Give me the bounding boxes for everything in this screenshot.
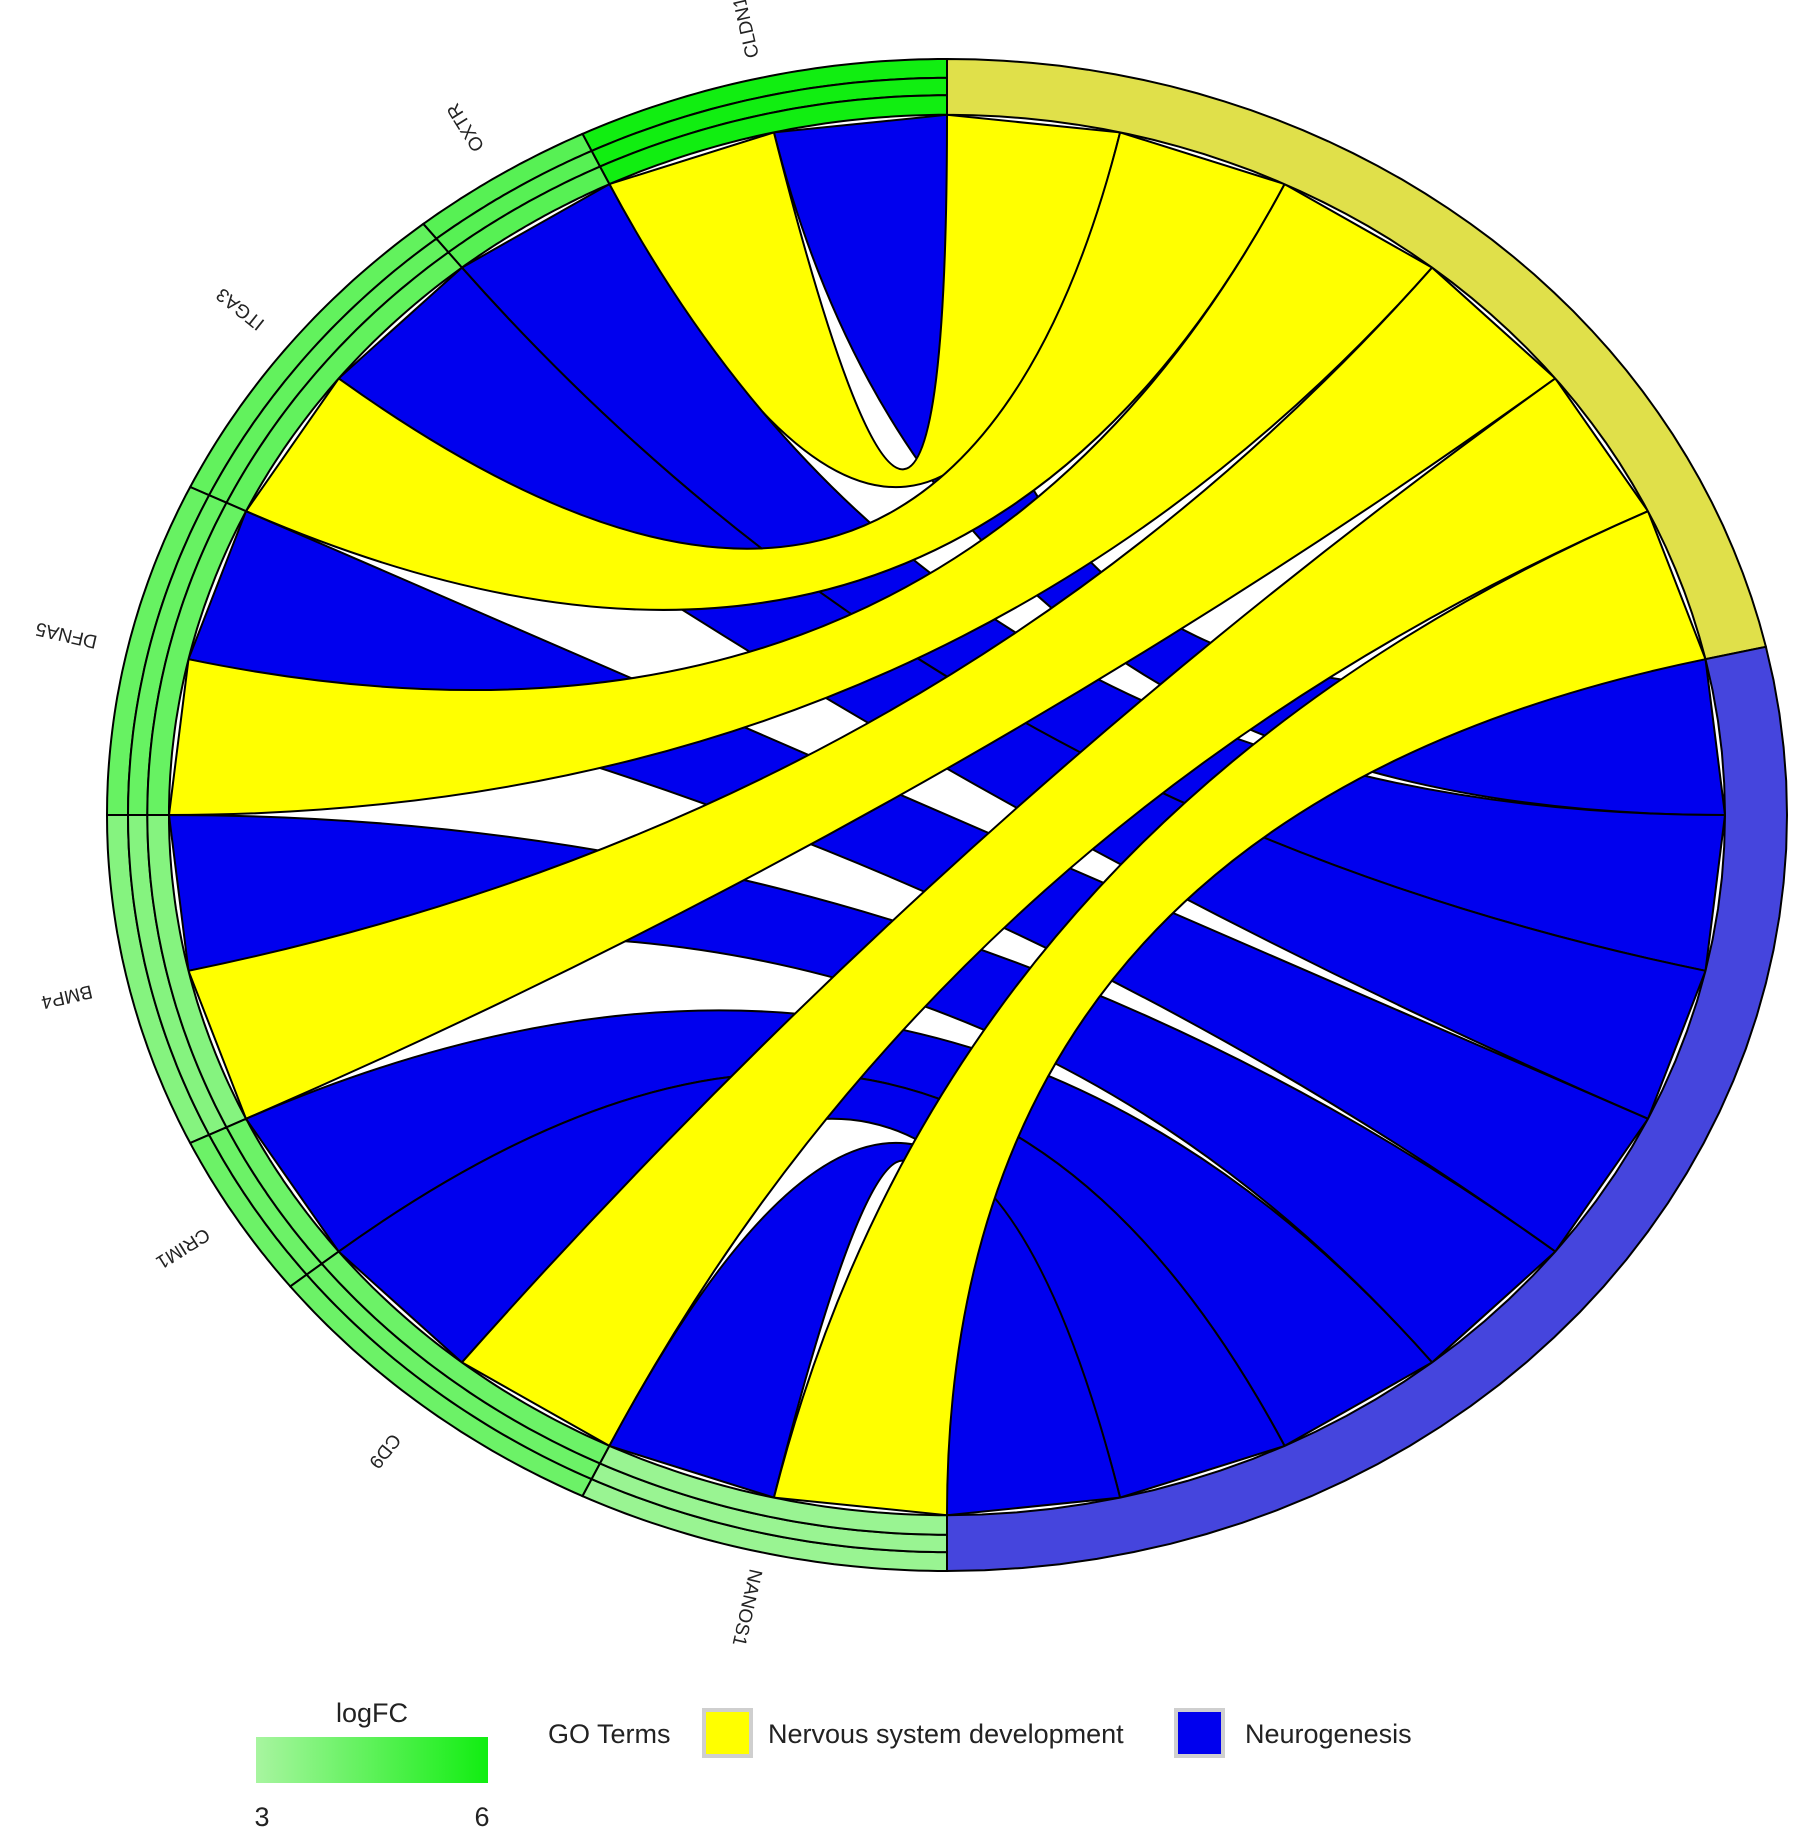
- gene-band-itga3-ring-2: [225, 250, 464, 513]
- legend-swatch-neurogenesis: [1174, 1708, 1225, 1758]
- logfc-min-label: 3: [254, 1802, 269, 1832]
- gene-label-nanos1: NANOS1: [728, 1567, 766, 1648]
- ribbon-layer: [167, 113, 1727, 1517]
- logfc-color-bar: [256, 1737, 488, 1783]
- gene-label-cldn11: CLDN11: [727, 0, 763, 60]
- gene-band-bmp4-ring-2: [146, 814, 248, 1129]
- ribbon-nanos1-nervous-system-development: [772, 509, 1707, 1517]
- gene-band-cd9-ring-2: [320, 1250, 611, 1465]
- go-terms-legend-title: GO Terms: [548, 1719, 671, 1749]
- gene-band-cldn11-ring-2: [598, 94, 948, 186]
- gene-label-dfna5: DFNA5: [34, 617, 99, 651]
- gene-label-bmp4: BMP4: [39, 980, 95, 1012]
- legend-label-nervous-system-development: Nervous system development: [768, 1719, 1124, 1749]
- gene-band-crim1-ring-2: [225, 1117, 341, 1266]
- gene-label-crim1: CRIM1: [152, 1223, 213, 1272]
- gene-band-oxtr-ring-2: [446, 165, 611, 269]
- gene-label-itga3: ITGA3: [213, 283, 269, 334]
- gene-label-oxtr: OXTR: [443, 99, 489, 155]
- logfc-legend-title: logFC: [336, 1698, 408, 1728]
- legend: logFC 3 6 GO Terms Nervous system develo…: [254, 1698, 1411, 1832]
- logfc-max-label: 6: [474, 1802, 489, 1832]
- segment-layer: [105, 57, 1789, 1573]
- legend-label-neurogenesis: Neurogenesis: [1245, 1719, 1412, 1749]
- gene-label-cd9: CD9: [364, 1429, 404, 1472]
- gene-band-dfna5-ring-2: [146, 501, 248, 816]
- legend-swatch-nervous-system-development: [702, 1708, 753, 1758]
- gene-band-nanos1-ring-2: [598, 1444, 948, 1536]
